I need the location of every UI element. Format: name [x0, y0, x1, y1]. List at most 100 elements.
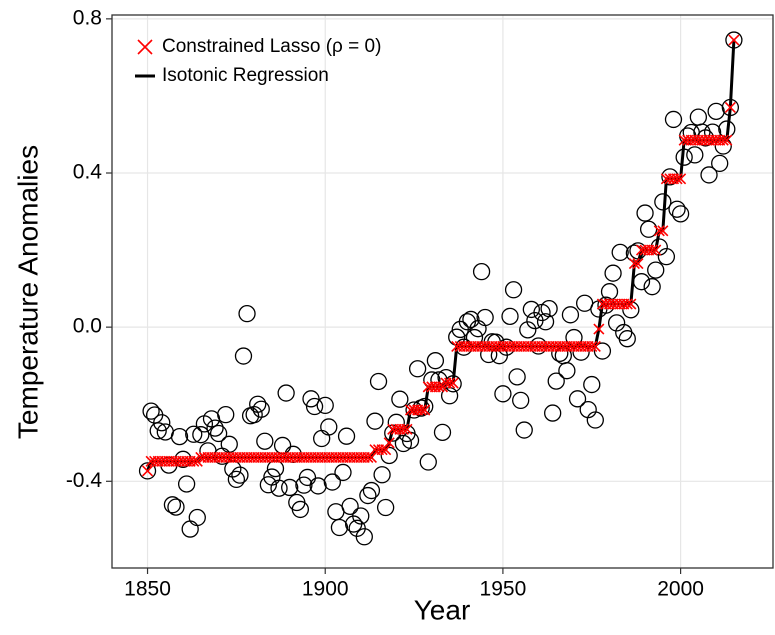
- data-point: [391, 390, 409, 408]
- data-point: [501, 307, 519, 326]
- data-point: [220, 435, 238, 453]
- data-point: [647, 261, 665, 279]
- data-point: [188, 508, 206, 527]
- lasso-marker: [628, 257, 640, 270]
- data-point: [163, 496, 182, 514]
- lasso-marker: [646, 244, 658, 256]
- data-point: [355, 528, 373, 546]
- x-tick-label: 1850: [124, 578, 171, 601]
- data-point: [142, 402, 160, 420]
- data-point: [540, 299, 558, 318]
- data-point: [249, 395, 267, 413]
- data-point: [700, 166, 718, 184]
- y-tick-label: 0.8: [73, 6, 102, 29]
- data-point: [138, 462, 157, 480]
- lasso-marker: [397, 423, 409, 435]
- data-point: [295, 476, 313, 494]
- data-point: [252, 400, 270, 418]
- data-point: [426, 352, 445, 370]
- data-point: [259, 476, 278, 494]
- data-point: [217, 405, 235, 424]
- data-point: [227, 470, 246, 489]
- data-point: [320, 418, 338, 436]
- y-tick-label: 0.4: [73, 161, 103, 184]
- lasso-marker: [653, 225, 665, 237]
- legend-marker: [137, 39, 153, 55]
- y-tick-label: 0.0: [73, 315, 102, 338]
- data-point: [170, 427, 189, 446]
- data-point: [337, 427, 356, 445]
- data-point: [586, 411, 604, 429]
- data-point: [302, 390, 320, 408]
- data-point: [558, 362, 576, 380]
- lasso-marker: [728, 34, 740, 46]
- data-point: [714, 137, 732, 155]
- lasso-marker: [593, 323, 605, 335]
- data-point: [309, 477, 327, 495]
- data-point: [504, 281, 523, 299]
- data-point: [352, 507, 370, 525]
- lasso-marker: [675, 173, 687, 185]
- lasso-marker: [444, 377, 456, 389]
- data-point: [671, 205, 690, 223]
- lasso-marker: [621, 298, 633, 310]
- data-point: [462, 310, 480, 329]
- data-point: [440, 387, 459, 405]
- data-point: [657, 247, 676, 266]
- legend-label: Constrained Lasso (ρ = 0): [162, 36, 381, 57]
- data-point: [433, 423, 452, 442]
- data-point: [408, 360, 427, 378]
- data-point: [298, 468, 317, 487]
- legend-label: Isotonic Regression: [162, 65, 329, 86]
- data-point: [323, 473, 341, 491]
- data-point: [618, 330, 636, 348]
- lasso-marker: [419, 404, 431, 416]
- data-point: [476, 308, 494, 327]
- data-point: [536, 313, 555, 331]
- lasso-marker: [632, 257, 644, 270]
- data-point: [664, 110, 683, 129]
- data-point: [572, 343, 590, 361]
- data-point: [281, 478, 299, 497]
- data-point: [153, 414, 171, 432]
- data-point: [206, 419, 224, 437]
- x-tick-label: 2000: [657, 578, 704, 601]
- x-axis-title: Year: [414, 594, 471, 625]
- lasso-marker: [717, 134, 729, 146]
- lasso-marker: [380, 444, 392, 456]
- plot-border: [111, 14, 774, 569]
- data-point: [547, 372, 565, 390]
- lasso-marker: [721, 134, 733, 146]
- lasso-marker: [433, 381, 445, 393]
- data-point: [519, 321, 537, 339]
- data-point: [270, 479, 288, 497]
- data-point: [707, 102, 725, 120]
- lasso-marker: [650, 244, 662, 256]
- lasso-marker: [589, 340, 601, 352]
- data-point: [369, 372, 388, 391]
- data-point: [583, 375, 601, 394]
- data-point: [316, 396, 334, 415]
- x-tick-label: 1900: [302, 578, 349, 601]
- y-axis-title: Temperature Anomalies: [12, 145, 43, 439]
- data-point: [341, 497, 359, 515]
- data-point: [231, 466, 249, 484]
- data-point: [522, 300, 540, 319]
- data-point: [277, 384, 295, 402]
- data-point: [607, 314, 626, 332]
- data-point: [508, 368, 526, 386]
- data-point: [593, 342, 612, 360]
- data-point: [256, 432, 274, 450]
- lasso-marker: [586, 340, 598, 352]
- x-tick-label: 1950: [480, 578, 527, 601]
- lasso-marker: [625, 298, 637, 310]
- data-point: [515, 421, 533, 439]
- data-point: [334, 463, 352, 482]
- data-point: [494, 385, 512, 403]
- data-point: [291, 500, 309, 519]
- data-point: [611, 243, 629, 262]
- lasso-marker: [657, 225, 669, 237]
- data-point: [643, 278, 661, 296]
- data-point: [568, 390, 587, 408]
